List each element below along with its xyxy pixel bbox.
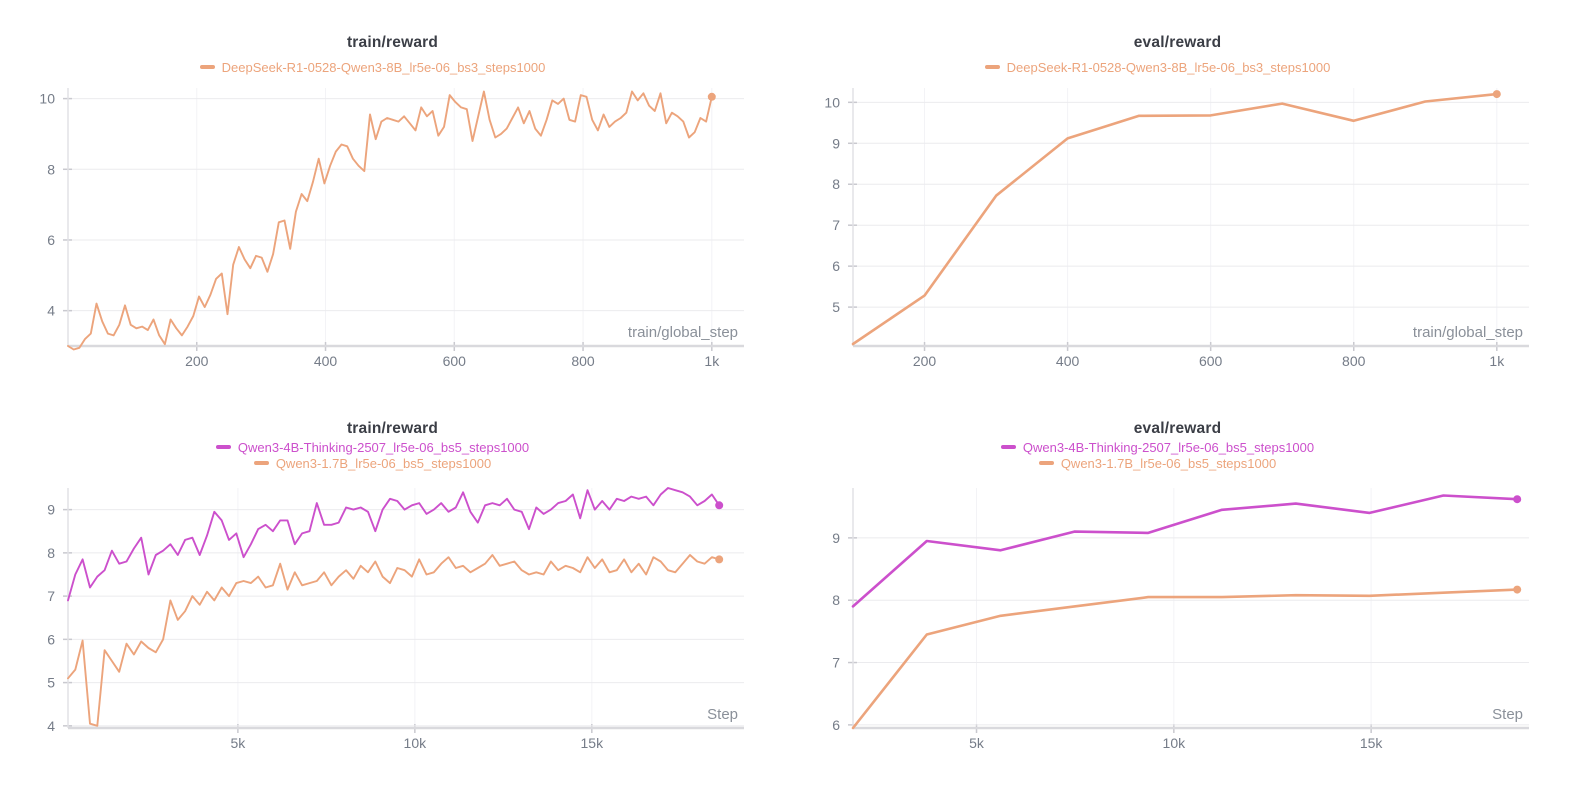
series-end-dot	[707, 92, 716, 101]
legend-label: DeepSeek-R1-0528-Qwen3-8B_lr5e-06_bs3_st…	[221, 60, 546, 75]
chart-panel-train-reward-qwen: train/reward Qwen3-4B-Thinking-2507_lr5e…	[0, 396, 785, 792]
x-axis-label: Step	[1492, 706, 1523, 723]
series-line-0[interactable]	[851, 494, 1519, 608]
y-tick-label: 5	[47, 675, 55, 691]
x-tick-label: 200	[913, 353, 937, 369]
x-tick-label: 200	[185, 353, 209, 369]
legend-label: Qwen3-1.7B_lr5e-06_bs5_steps1000	[1060, 456, 1277, 471]
y-tick-label: 6	[832, 717, 840, 733]
series-line-0[interactable]	[67, 90, 713, 351]
y-tick-label: 6	[832, 258, 840, 274]
x-tick-label: 400	[1056, 353, 1080, 369]
legend-swatch	[1038, 461, 1054, 465]
series-end-dot	[715, 501, 724, 510]
chart-plot-area[interactable]: 5k 10k 15k 4 5 6 7 8 9 Step	[0, 396, 785, 792]
y-tick-label: 8	[832, 176, 840, 192]
x-tick-label: 5k	[230, 735, 246, 751]
legend-item[interactable]: Qwen3-1.7B_lr5e-06_bs5_steps1000	[0, 456, 745, 472]
legend-item[interactable]: Qwen3-4B-Thinking-2507_lr5e-06_bs5_steps…	[785, 440, 1530, 456]
y-tick-label: 9	[47, 502, 55, 518]
chart-panel-train-reward-8b: train/reward DeepSeek-R1-0528-Qwen3-8B_l…	[0, 0, 785, 396]
y-tick-label: 4	[47, 303, 55, 319]
x-tick-label: 1k	[704, 353, 720, 369]
legend-item[interactable]: Qwen3-4B-Thinking-2507_lr5e-06_bs5_steps…	[0, 440, 745, 456]
x-tick-label: 600	[443, 353, 467, 369]
x-axis-label: train/global_step	[628, 324, 738, 341]
series-line-1[interactable]	[851, 588, 1519, 730]
chart-plot-area[interactable]: 5k 10k 15k 6 7 8 9 Step	[785, 396, 1570, 792]
y-tick-label: 6	[47, 631, 55, 647]
y-tick-label: 7	[47, 588, 55, 604]
chart-plot-area[interactable]: 200 400 600 800 1k 5 6 7 8 9 10 train/global_step	[785, 0, 1570, 396]
series-end-dot	[715, 555, 724, 564]
chart-panel-eval-reward-qwen: eval/reward Qwen3-4B-Thinking-2507_lr5e-…	[785, 396, 1570, 792]
x-tick-label: 600	[1199, 353, 1223, 369]
y-tick-label: 5	[832, 299, 840, 315]
series-line-0[interactable]	[851, 92, 1499, 346]
series-line-0[interactable]	[67, 487, 721, 602]
legend-label: Qwen3-4B-Thinking-2507_lr5e-06_bs5_steps…	[237, 440, 530, 455]
chart-legend: DeepSeek-R1-0528-Qwen3-8B_lr5e-06_bs3_st…	[785, 60, 1530, 76]
legend-label: Qwen3-1.7B_lr5e-06_bs5_steps1000	[275, 456, 492, 471]
x-tick-label: 1k	[1489, 353, 1505, 369]
x-tick-label: 800	[1342, 353, 1366, 369]
x-tick-label: 10k	[404, 735, 428, 751]
x-tick-label: 15k	[1360, 735, 1384, 751]
x-axis-label: train/global_step	[1413, 324, 1523, 341]
legend-swatch	[199, 65, 215, 69]
legend-item[interactable]: Qwen3-1.7B_lr5e-06_bs5_steps1000	[785, 456, 1530, 472]
chart-title: eval/reward	[1133, 34, 1222, 51]
legend-item[interactable]: DeepSeek-R1-0528-Qwen3-8B_lr5e-06_bs3_st…	[0, 60, 745, 76]
x-tick-label: 400	[314, 353, 338, 369]
x-tick-label: 15k	[581, 735, 605, 751]
y-tick-label: 9	[832, 135, 840, 151]
series-end-dot	[1513, 585, 1522, 594]
chart-title: train/reward	[346, 420, 439, 437]
legend-label: Qwen3-4B-Thinking-2507_lr5e-06_bs5_steps…	[1022, 440, 1315, 455]
chart-legend: Qwen3-4B-Thinking-2507_lr5e-06_bs5_steps…	[785, 440, 1530, 472]
y-tick-label: 9	[832, 530, 840, 546]
y-tick-label: 8	[47, 161, 55, 177]
legend-swatch	[1000, 445, 1016, 449]
y-tick-label: 7	[832, 217, 840, 233]
series-line-1[interactable]	[67, 554, 721, 727]
y-tick-label: 4	[47, 718, 55, 734]
chart-plot-area[interactable]: 200 400 600 800 1k 4 6 8 10 train/global_step	[0, 0, 785, 396]
chart-panel-eval-reward-8b: eval/reward DeepSeek-R1-0528-Qwen3-8B_lr…	[785, 0, 1570, 396]
chart-legend: DeepSeek-R1-0528-Qwen3-8B_lr5e-06_bs3_st…	[0, 60, 745, 76]
legend-label: DeepSeek-R1-0528-Qwen3-8B_lr5e-06_bs3_st…	[1006, 60, 1331, 75]
y-tick-label: 10	[824, 94, 840, 110]
y-tick-label: 10	[39, 91, 55, 107]
chart-title: eval/reward	[1133, 420, 1222, 437]
y-tick-label: 6	[47, 232, 55, 248]
x-tick-label: 10k	[1163, 735, 1187, 751]
series-end-dot	[1513, 495, 1522, 504]
chart-title: train/reward	[346, 34, 439, 51]
legend-swatch	[984, 65, 1000, 69]
chart-legend: Qwen3-4B-Thinking-2507_lr5e-06_bs5_steps…	[0, 440, 745, 472]
y-tick-label: 7	[832, 655, 840, 671]
legend-item[interactable]: DeepSeek-R1-0528-Qwen3-8B_lr5e-06_bs3_st…	[785, 60, 1530, 76]
legend-swatch	[253, 461, 269, 465]
legend-swatch	[215, 445, 231, 449]
series-end-dot	[1492, 90, 1501, 99]
y-tick-label: 8	[47, 545, 55, 561]
x-axis-label: Step	[707, 706, 738, 723]
x-tick-label: 800	[571, 353, 595, 369]
x-tick-label: 5k	[969, 735, 985, 751]
y-tick-label: 8	[832, 592, 840, 608]
